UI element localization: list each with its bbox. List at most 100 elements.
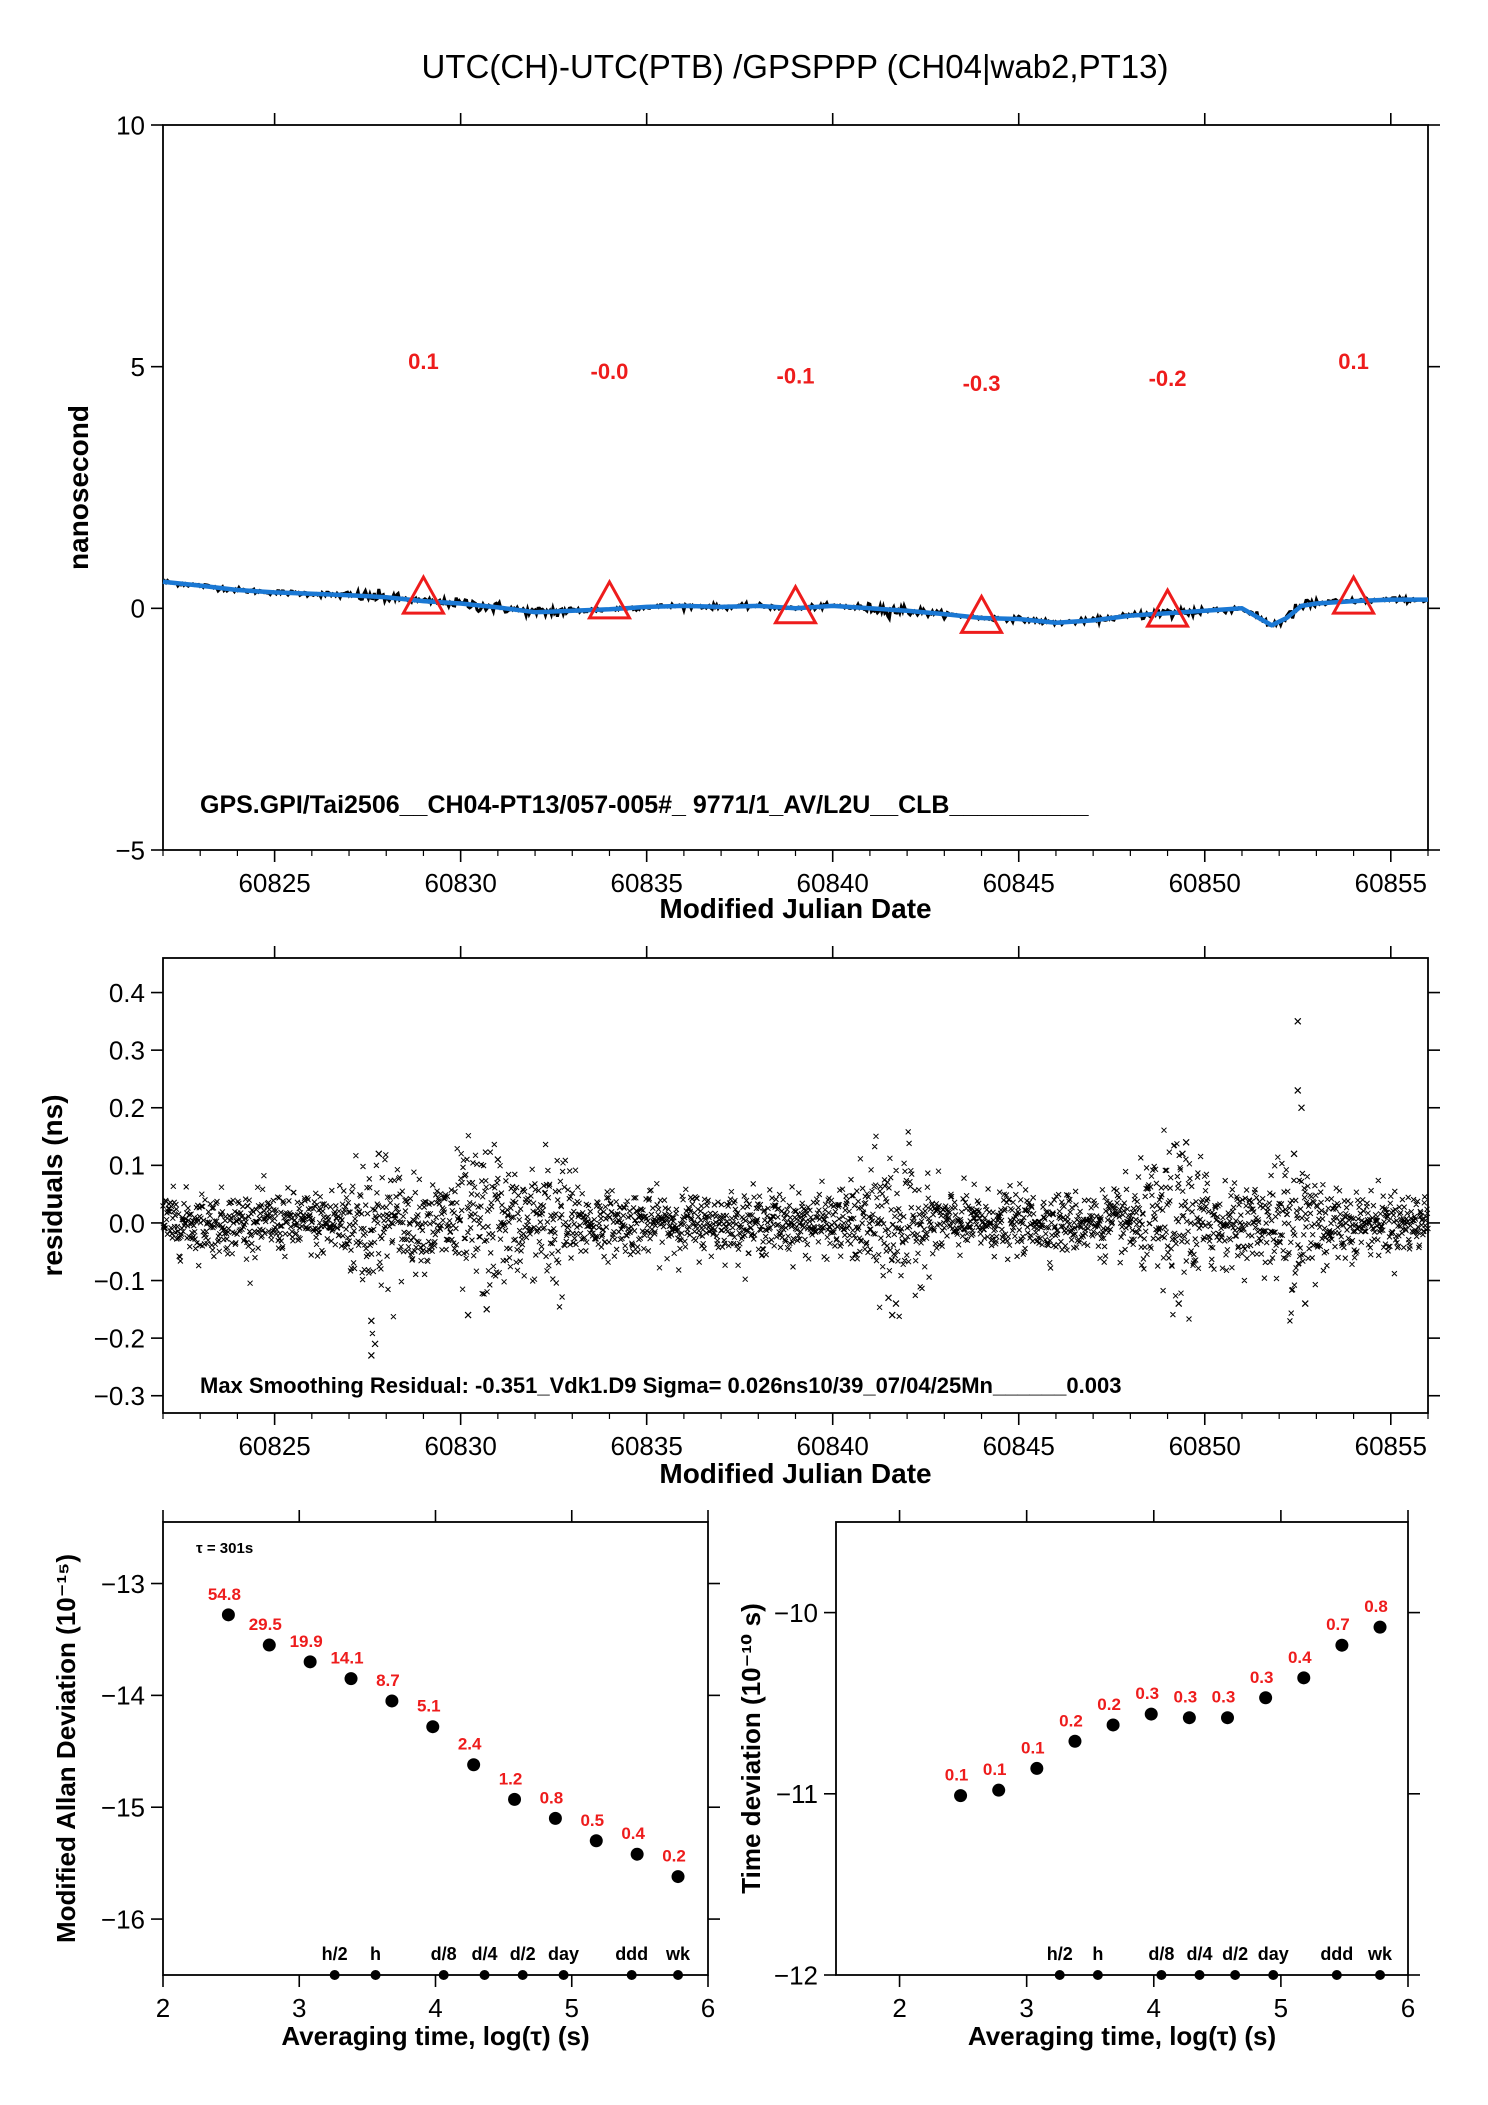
x-tick-label: 2 <box>892 1993 906 2023</box>
point-value-label: 0.2 <box>1097 1695 1121 1714</box>
x-tick-label: 60840 <box>797 1431 869 1461</box>
deviation-point <box>303 1655 317 1669</box>
x-tick-label: 3 <box>292 1993 306 2023</box>
x-tick-label: 60840 <box>797 868 869 898</box>
x-tick-label: 60850 <box>1169 868 1241 898</box>
point-value-label: 0.1 <box>983 1760 1007 1779</box>
point-value-label: 0.2 <box>662 1847 686 1866</box>
plot-frame <box>162 1521 709 1976</box>
x-tick-label: 60835 <box>611 868 683 898</box>
residual-points <box>160 1127 1431 1337</box>
point-value-label: 19.9 <box>290 1632 323 1651</box>
deviation-point <box>1297 1671 1311 1685</box>
period-mark <box>673 1970 684 1980</box>
deviation-point <box>385 1694 399 1708</box>
x-tick-label: 5 <box>1274 1993 1288 2023</box>
x-axis-label: Averaging time, log(τ) (s) <box>281 2021 589 2051</box>
period-label: d/4 <box>472 1944 498 1964</box>
segment-mean-label: -0.0 <box>591 359 629 384</box>
tdev-panel: 2 3 4 5 6 −12 −11 −10 Averaging time, log(τ) (s)… <box>736 1510 1420 2051</box>
point-value-label: 0.8 <box>540 1788 564 1807</box>
point-value-label: 0.5 <box>580 1811 604 1830</box>
period-label: wk <box>665 1944 691 1964</box>
residual-outliers <box>367 1017 1309 1359</box>
deviation-point <box>671 1870 685 1884</box>
x-tick-label: 60835 <box>611 1431 683 1461</box>
x-tick-label: 60855 <box>1355 868 1427 898</box>
residual-annotation: Max Smoothing Residual: -0.351_Vdk1.D9 S… <box>200 1373 1121 1398</box>
y-tick-label: −15 <box>101 1793 145 1823</box>
y-tick-label: −0.1 <box>94 1266 145 1296</box>
y-tick-label: 10 <box>116 110 145 140</box>
point-value-label: 0.4 <box>1288 1648 1312 1667</box>
deviation-point <box>221 1608 235 1622</box>
x-axis-label: Modified Julian Date <box>659 893 931 924</box>
deviation-point <box>589 1834 603 1848</box>
point-value-label: 8.7 <box>376 1671 400 1690</box>
point-value-label: 0.3 <box>1250 1668 1274 1687</box>
figure-title: UTC(CH)-UTC(PTB) /GPSPPP (CH04|wab2,PT13… <box>422 48 1169 85</box>
point-value-label: 1.2 <box>499 1769 523 1788</box>
deviation-point <box>954 1789 968 1803</box>
period-label: h <box>1092 1944 1103 1964</box>
x-tick-label: 6 <box>1401 1993 1415 2023</box>
segment-mean-label: -0.1 <box>777 364 815 389</box>
point-value-label: 0.3 <box>1212 1688 1236 1707</box>
deviation-point <box>1182 1711 1196 1725</box>
period-label: h/2 <box>1047 1944 1073 1964</box>
segment-marker <box>586 578 633 620</box>
x-tick-label: 60850 <box>1169 1431 1241 1461</box>
deviation-point <box>1144 1707 1158 1721</box>
x-tick-label: 60845 <box>983 868 1055 898</box>
period-mark <box>558 1970 569 1980</box>
period-mark <box>438 1970 449 1980</box>
y-tick-label: −5 <box>115 835 145 865</box>
period-mark <box>479 1970 490 1980</box>
y-tick-label: −11 <box>776 1779 818 1809</box>
tau-note: τ = 301s <box>196 1540 253 1557</box>
plot-frame <box>835 1521 1409 1976</box>
point-value-label: 5.1 <box>417 1697 441 1716</box>
period-label: d/4 <box>1187 1944 1213 1964</box>
period-label: h/2 <box>322 1944 348 1964</box>
y-tick-label: 0 <box>131 594 145 624</box>
deviation-point <box>1030 1761 1044 1775</box>
period-label: ddd <box>1320 1944 1353 1964</box>
segment-marker <box>772 583 819 625</box>
period-mark <box>1054 1970 1065 1980</box>
x-tick-label: 4 <box>1147 1993 1161 2023</box>
y-tick-label: −12 <box>774 1960 818 1990</box>
x-tick-label: 60845 <box>983 1431 1055 1461</box>
deviation-point <box>1106 1718 1120 1732</box>
point-value-label: 0.3 <box>1135 1684 1159 1703</box>
deviation-point <box>467 1758 481 1772</box>
period-label: d/2 <box>510 1944 536 1964</box>
period-mark <box>1092 1970 1103 1980</box>
x-tick-label: 5 <box>565 1993 579 2023</box>
y-axis-label: residuals (ns) <box>37 1094 68 1276</box>
y-tick-label: 0.2 <box>109 1093 145 1123</box>
point-value-label: 54.8 <box>208 1585 241 1604</box>
y-axis-label: Time deviation (10⁻¹⁰ s) <box>736 1603 766 1893</box>
mdev-panel: 2 3 4 5 6 −16 −15 −14 −13 Averaging time, log(τ) … <box>51 1510 720 2051</box>
period-mark <box>1375 1970 1386 1980</box>
x-tick-label: 60830 <box>424 1431 496 1461</box>
deviation-point <box>992 1783 1006 1797</box>
residuals-panel: 60825 60830 60835 60840 60845 60850 60855 −0.3 −… <box>37 946 1440 1489</box>
deviation-point <box>1068 1734 1082 1748</box>
deviation-point <box>508 1792 522 1806</box>
plot-frame <box>162 957 1429 1414</box>
point-value-label: 0.7 <box>1326 1615 1350 1634</box>
deviation-point <box>548 1811 562 1825</box>
period-mark <box>1331 1970 1342 1980</box>
plot-frame <box>162 124 1429 851</box>
y-axis-label: Modified Allan Deviation (10⁻¹⁵) <box>51 1554 81 1943</box>
point-value-label: 29.5 <box>249 1615 282 1634</box>
x-tick-label: 2 <box>156 1993 170 2023</box>
segment-marker <box>1331 573 1377 615</box>
segment-mean-label: 0.1 <box>1338 349 1369 374</box>
x-axis-label: Modified Julian Date <box>659 1458 931 1489</box>
period-mark <box>1156 1970 1167 1980</box>
deviation-point <box>1335 1638 1349 1652</box>
point-value-label: 0.3 <box>1174 1688 1198 1707</box>
